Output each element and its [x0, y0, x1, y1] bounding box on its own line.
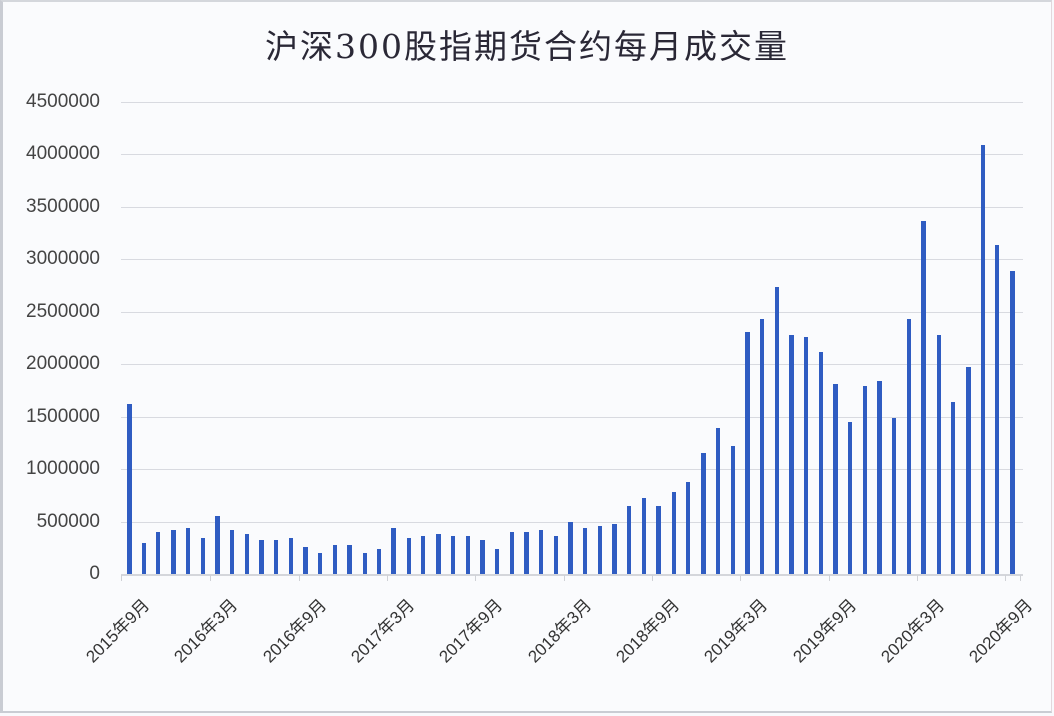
x-tick: [917, 575, 918, 581]
x-tick: [829, 575, 830, 581]
bar: [598, 526, 602, 574]
bar: [333, 545, 337, 574]
y-tick-label: 500000: [36, 511, 100, 532]
bar: [951, 402, 955, 574]
bar: [833, 384, 838, 574]
x-tick: [740, 575, 741, 581]
bar: [480, 540, 485, 574]
bar: [127, 404, 132, 574]
bar: [921, 221, 926, 574]
gridline: [121, 207, 1023, 208]
x-axis-line: [121, 574, 1023, 576]
bar: [937, 335, 941, 574]
bar: [318, 553, 322, 574]
x-tick: [121, 575, 122, 581]
x-tick: [475, 575, 476, 581]
bar: [775, 287, 779, 574]
bar: [892, 418, 896, 574]
bar: [966, 367, 971, 574]
bar: [539, 530, 543, 574]
bar: [171, 530, 176, 574]
bar: [819, 352, 823, 574]
bar: [259, 540, 264, 574]
bar: [451, 536, 455, 574]
x-tick: [387, 575, 388, 581]
bar: [907, 319, 911, 574]
y-tick-label: 2500000: [26, 301, 100, 322]
bar: [289, 538, 293, 574]
bar: [863, 386, 867, 574]
y-tick-label: 0: [89, 563, 100, 584]
bar: [701, 453, 706, 574]
gridline: [121, 364, 1023, 365]
y-tick-label: 4500000: [26, 91, 100, 112]
bar: [848, 422, 852, 574]
bar: [245, 534, 249, 574]
bar: [186, 528, 190, 574]
bar: [554, 536, 558, 574]
bar: [142, 543, 146, 574]
bar: [877, 381, 882, 574]
x-tick: [210, 575, 211, 581]
bar: [201, 538, 205, 574]
y-tick-label: 2000000: [26, 353, 100, 374]
bar: [716, 428, 720, 574]
bar: [524, 532, 529, 574]
bar: [363, 553, 367, 574]
bar: [407, 538, 411, 574]
x-tick: [299, 575, 300, 581]
bar: [731, 446, 735, 574]
gridline: [121, 102, 1023, 103]
bar: [1010, 271, 1015, 574]
x-tick: [1020, 575, 1021, 581]
bar: [436, 534, 441, 574]
x-tick: [564, 575, 565, 581]
bar: [583, 528, 587, 574]
bar: [466, 536, 470, 574]
gridline: [121, 259, 1023, 260]
bar: [568, 522, 573, 574]
gridline: [121, 154, 1023, 155]
bar: [642, 498, 646, 574]
bar: [303, 547, 308, 574]
bar: [510, 532, 514, 574]
bar: [686, 482, 690, 574]
bar: [745, 332, 750, 574]
gridline: [121, 469, 1023, 470]
gridline: [121, 417, 1023, 418]
y-tick-label: 1500000: [26, 406, 100, 427]
chart-title: 沪深300股指期货合约每月成交量: [265, 27, 789, 66]
x-tick: [652, 575, 653, 581]
bar: [156, 532, 160, 574]
bar: [612, 524, 617, 574]
y-tick-label: 4000000: [26, 143, 100, 164]
bar: [274, 540, 278, 574]
x-tick: [1005, 575, 1006, 581]
bar: [215, 516, 220, 574]
bar: [981, 145, 985, 574]
bar: [789, 335, 794, 574]
gridline: [121, 312, 1023, 313]
bar: [804, 337, 808, 574]
y-tick-label: 1000000: [26, 458, 100, 479]
bar: [391, 528, 396, 574]
bar: [656, 506, 661, 574]
bar: [421, 536, 425, 574]
bar: [627, 506, 631, 574]
y-tick-label: 3500000: [26, 196, 100, 217]
bar: [995, 245, 999, 574]
bar: [495, 549, 499, 574]
y-tick-label: 3000000: [26, 248, 100, 269]
bar: [347, 545, 352, 574]
bar: [230, 530, 234, 574]
bar: [672, 492, 676, 574]
bar: [377, 549, 381, 574]
bar: [760, 319, 764, 574]
